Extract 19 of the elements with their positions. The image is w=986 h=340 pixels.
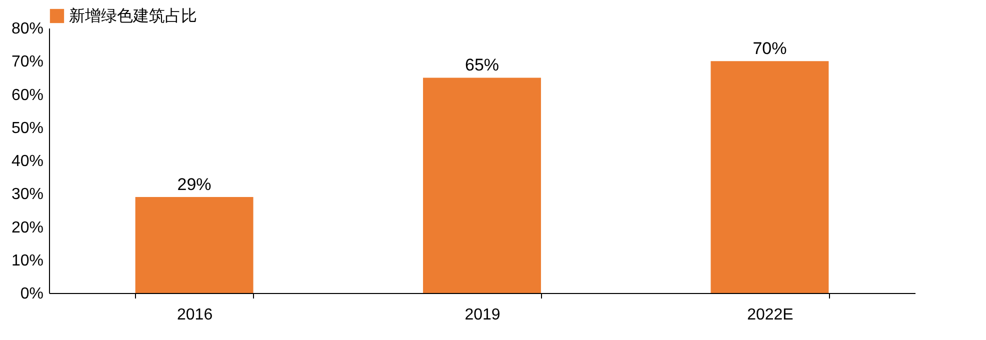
x-tick-label: 2019 — [464, 306, 500, 324]
y-tick-label: 70% — [11, 54, 44, 71]
y-tick-label: 40% — [11, 153, 44, 170]
y-tick-label: 20% — [11, 219, 44, 236]
x-tick-label: 2022E — [747, 306, 794, 324]
legend-label: 新增绿色建筑占比 — [69, 7, 197, 25]
bar — [710, 61, 829, 293]
data-label: 70% — [752, 39, 787, 58]
bar — [423, 78, 541, 293]
data-label: 65% — [464, 56, 500, 75]
y-tick-label: 50% — [11, 120, 44, 137]
y-tick-label: 60% — [11, 86, 44, 104]
y-tick-label: 0% — [20, 286, 44, 302]
x-tick-label: 2016 — [176, 306, 213, 324]
bar — [135, 196, 254, 293]
data-label: 29% — [177, 174, 212, 194]
y-tick-label: 30% — [11, 186, 44, 204]
y-tick-label: 80% — [11, 20, 44, 38]
y-tick-label: 10% — [11, 252, 44, 270]
